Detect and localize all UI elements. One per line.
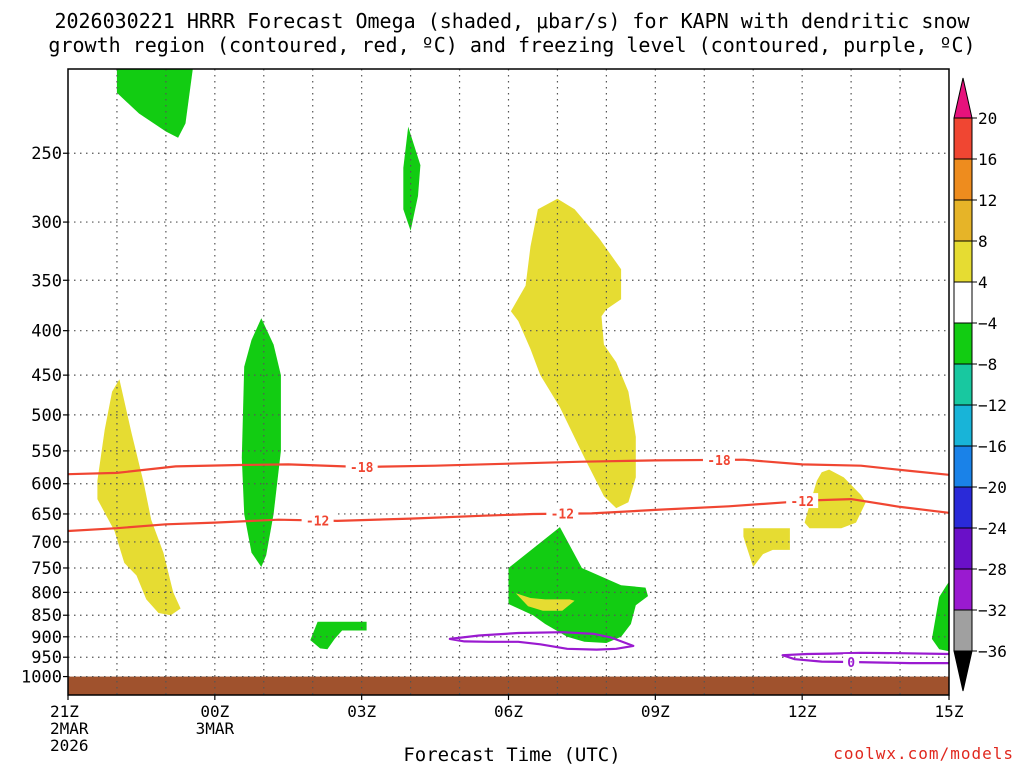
freezing-level-contour-2 [781,651,949,665]
colorbar-level-label: −28 [978,560,1007,579]
colorbar-level-label: 16 [978,150,997,169]
colorbar-level-label: 4 [978,273,988,292]
contour-label-bg [546,505,579,521]
omega-colorbar: −36 −32 −28 −24 −20 −16 −12 −8 −4 4 8 12 16 20 [953,77,1007,692]
chart-title-line-1: 2026030221 HRRR Forecast Omega (shaded, … [54,9,970,33]
colorbar-level-label: −36 [978,642,1007,661]
dgz-contour-label: -12 [790,495,813,510]
grid-lines [68,69,949,695]
colorbar-segment [953,281,973,324]
colorbar-segment [953,322,973,365]
x-tick-label: 2MAR [50,719,89,738]
omega-region-4 [310,621,367,650]
colorbar-level-label: 12 [978,191,997,210]
colorbar-segment [953,486,973,529]
colorbar-segment [953,609,973,652]
y-tick-label: 450 [31,366,62,386]
colorbar-segment [953,117,973,160]
colorbar-segment [953,158,973,201]
axis-labels: 2503003504004505005506006507007508008509… [21,144,964,755]
colorbar-level-label: −20 [978,478,1007,497]
colorbar-segment [953,199,973,242]
colorbar-segment [953,445,973,488]
contour-label-bg [786,493,819,509]
ground-layer [68,676,949,695]
x-tick-label: 06Z [494,702,523,721]
dgz-contour-label: -18 [707,454,731,469]
dgz-contour-label: -12 [306,514,329,529]
x-tick-label: 00Z [200,702,229,721]
contour-label-bg [702,451,735,467]
freezing-level-contour-label: 0 [847,656,855,671]
y-tick-label: 700 [31,533,62,553]
dgz-contour-label: -18 [350,461,374,476]
colorbar-level-label: 8 [978,232,988,251]
freezing-level-contour-1 [448,631,635,651]
contour-label-bg [345,459,378,475]
omega-region-5 [508,527,648,643]
colorbar-segment [953,527,973,570]
y-tick-label: 300 [31,213,62,233]
colorbar-level-label: −4 [978,314,997,333]
x-tick-label: 3MAR [196,719,235,738]
colorbar-level-label: −16 [978,437,1007,456]
colorbar-level-label: −8 [978,355,997,374]
ground-fill [68,676,949,695]
colorbar-level-label: −24 [978,519,1007,538]
omega-region-11 [515,593,575,611]
x-tick-label: 21Z [50,702,79,721]
y-tick-label: 650 [31,505,62,525]
y-tick-label: 950 [31,648,62,668]
colorbar-segment [953,568,973,611]
omega-region-1 [116,69,193,138]
colorbar-over-triangle [953,77,973,119]
y-tick-label: 500 [31,406,62,426]
x-tick-label: 12Z [788,702,817,721]
credit-link[interactable]: coolwx.com/models [833,744,1014,763]
omega-region-3 [241,318,281,567]
omega-region-7 [97,379,181,616]
dgz-contour-1 [68,458,949,476]
x-tick-label: 2026 [50,736,89,755]
omega-region-8 [510,198,636,509]
y-tick-label: 400 [31,322,62,342]
x-tick-label: 09Z [641,702,670,721]
omega-region-9 [743,528,790,567]
colorbar-level-label: 20 [978,109,997,128]
colorbar-segment [953,240,973,283]
y-tick-label: 350 [31,271,62,291]
omega-region-6 [931,581,949,652]
x-tick-label: 03Z [347,702,376,721]
contour-label-bg [843,653,860,669]
colorbar-level-label: −32 [978,601,1007,620]
y-tick-label: 550 [31,442,62,462]
y-tick-label: 750 [31,559,62,579]
colorbar-segment [953,404,973,447]
x-axis-title: Forecast Time (UTC) [403,744,621,766]
contour-lines: -18 -18 -12 -12 -12 0 [68,451,949,671]
chart-title-line-2: growth region (contoured, red, ºC) and f… [48,33,976,57]
colorbar-segment [953,363,973,406]
colorbar-under-triangle [953,650,973,692]
y-tick-label: 800 [31,583,62,603]
dgz-contour-2 [68,498,949,533]
y-tick-label: 850 [31,606,62,626]
colorbar-level-label: −12 [978,396,1007,415]
dgz-contour-label: -12 [551,508,574,523]
contour-label-bg [301,512,334,528]
y-tick-label: 1000 [21,668,62,688]
y-tick-label: 600 [31,475,62,495]
x-tick-label: 15Z [935,702,964,721]
y-tick-label: 900 [31,628,62,648]
y-tick-label: 250 [31,144,62,164]
